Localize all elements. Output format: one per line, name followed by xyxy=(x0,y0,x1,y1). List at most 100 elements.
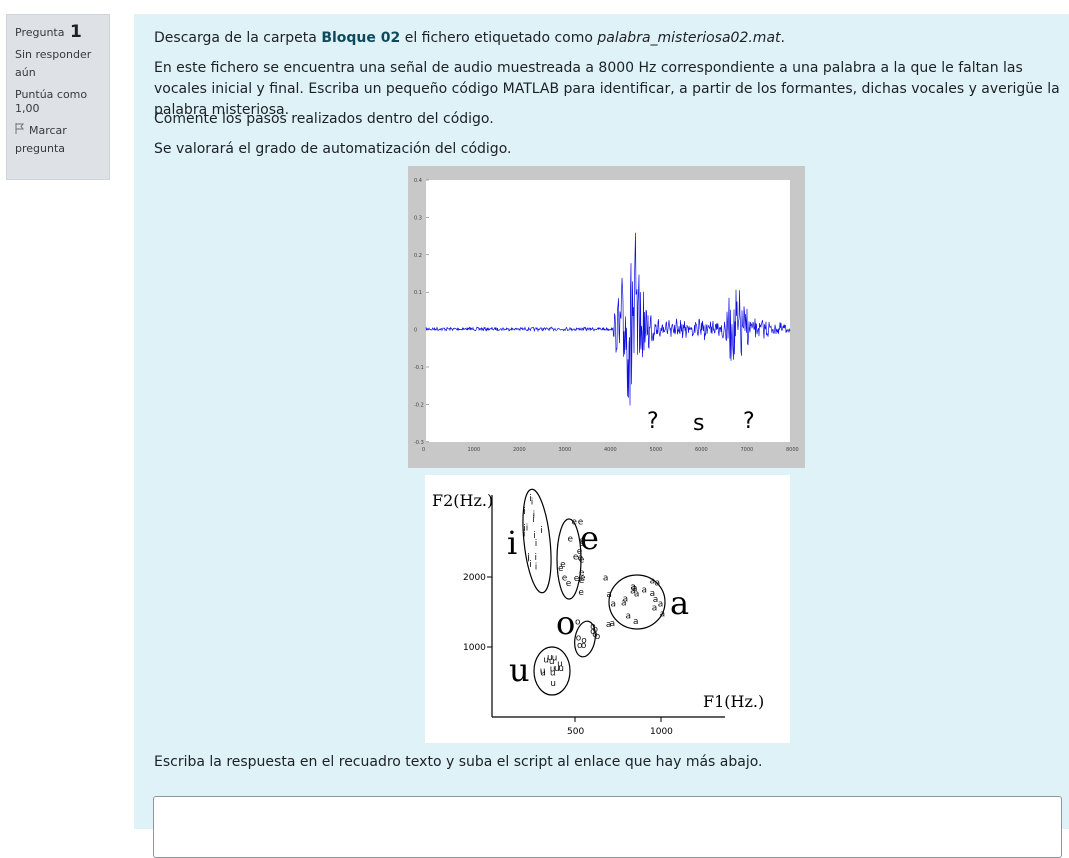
vowel-sample-a: a xyxy=(642,585,648,595)
annotation-last-vowel: ? xyxy=(743,409,755,434)
vowel-sample-o: o xyxy=(590,622,596,632)
paragraph-download: Descarga de la carpeta Bloque 02 el fich… xyxy=(154,28,1064,49)
vowel-sample-o: o xyxy=(593,625,599,635)
text-fragment: . xyxy=(780,30,785,46)
vowel-sample-o: o xyxy=(576,634,582,644)
annotation-first-vowel: ? xyxy=(647,409,659,434)
vowel-sample-a: a xyxy=(650,589,656,599)
x-axis-label: F1(Hz.) xyxy=(703,692,764,711)
vowel-sample-o: o xyxy=(575,618,581,628)
vowel-sample-i: i xyxy=(527,553,530,563)
ellipse-e xyxy=(556,518,582,600)
vowel-label-e: e xyxy=(580,519,599,557)
waveform-figure: 0.4 0.3 0.2 0.1 0 -0.1 -0.2 -0.3 0 1000 2000 3000 4… xyxy=(408,166,805,468)
vowel-sample-a: a xyxy=(603,574,609,584)
vowel-sample-i: i xyxy=(529,560,532,570)
vowel-sample-i: i xyxy=(533,531,536,541)
y-tick-label: -0.3 xyxy=(414,440,424,446)
ellipse-a xyxy=(608,574,666,630)
plot-area xyxy=(426,180,790,442)
vowel-sample-i: i xyxy=(535,539,538,549)
vowel-sample-a: a xyxy=(631,583,637,593)
x-tick-label: 1000 xyxy=(468,447,481,453)
vowel-sample-i: i xyxy=(533,511,536,521)
vowel-sample-e: e xyxy=(579,539,585,549)
formant-figure: F2(Hz.) F1(Hz.) 2000 1000 500 1000 i e a… xyxy=(425,475,790,743)
vowel-sample-a: a xyxy=(633,617,639,627)
vowel-sample-e: e xyxy=(568,534,574,544)
file-name: palabra_misteriosa02.mat xyxy=(597,30,781,46)
vowel-sample-i: i xyxy=(531,498,534,508)
vowel-sample-i: i xyxy=(527,555,530,565)
vowel-sample-a: a xyxy=(610,619,616,629)
vowel-sample-u: u xyxy=(550,679,556,689)
text-fragment: el fichero etiquetado como xyxy=(400,30,598,46)
y-tick-label: 0 xyxy=(414,328,417,334)
vowel-sample-o: o xyxy=(581,636,587,646)
text-fragment: Descarga de la carpeta xyxy=(154,30,322,46)
x-tick-500: 500 xyxy=(567,727,584,737)
vowel-sample-i: i xyxy=(535,553,538,563)
vowel-sample-a: a xyxy=(630,586,636,596)
folder-name: Bloque 02 xyxy=(321,30,401,46)
vowel-sample-a: a xyxy=(658,600,664,610)
vowel-sample-e: e xyxy=(574,574,580,584)
vowel-sample-a: a xyxy=(655,578,661,588)
vowel-sample-o: o xyxy=(595,632,601,642)
vowel-sample-u: u xyxy=(543,656,549,666)
vowel-sample-a: a xyxy=(611,600,617,610)
vowel-sample-u: u xyxy=(554,664,560,674)
vowel-label-u: u xyxy=(509,651,530,689)
vowel-label-a: a xyxy=(670,584,689,622)
vowel-sample-e: e xyxy=(562,574,568,584)
vowel-sample-i: i xyxy=(540,526,543,536)
vowel-sample-e: e xyxy=(579,537,585,547)
vowel-sample-e: e xyxy=(558,564,564,574)
vowel-sample-a: a xyxy=(660,610,666,620)
vowel-sample-i: i xyxy=(535,563,538,573)
ellipse-i xyxy=(522,488,552,594)
vowel-sample-u: u xyxy=(550,668,556,678)
vowel-sample-a: a xyxy=(634,590,640,600)
vowel-sample-e: e xyxy=(566,579,572,589)
vowel-sample-u: u xyxy=(558,664,564,674)
flag-icon xyxy=(15,122,25,140)
y-tick-2000: 2000 xyxy=(463,573,486,583)
y-tick-label: -0.1 xyxy=(414,365,424,371)
vowel-sample-o: o xyxy=(590,627,596,637)
y-tick-label: 0.3 xyxy=(414,215,422,221)
vowel-sample-e: e xyxy=(573,553,579,563)
annotation-s: s xyxy=(693,411,704,436)
vowel-sample-i: i xyxy=(529,494,532,504)
grade-value: 1,00 xyxy=(15,102,40,115)
vowel-label-i: i xyxy=(507,524,517,562)
y-tick-label: 0.4 xyxy=(414,178,422,184)
x-tick-label: 8000 xyxy=(786,447,799,453)
x-tick-label: 6000 xyxy=(695,447,708,453)
vowel-sample-e: e xyxy=(579,569,585,579)
vowel-sample-a: a xyxy=(623,595,629,605)
question-number: Pregunta 1 xyxy=(15,23,101,42)
y-axis-label: F2(Hz.) xyxy=(432,491,493,510)
vowel-sample-a: a xyxy=(606,620,612,630)
vowel-sample-o: o xyxy=(581,641,587,651)
y-tick-1000: 1000 xyxy=(463,643,486,653)
vowel-sample-e: e xyxy=(579,556,585,566)
flag-label: Marcar pregunta xyxy=(15,124,67,155)
vowel-sample-e: e xyxy=(560,560,566,570)
vowel-sample-e: e xyxy=(577,547,583,557)
vowel-sample-i: i xyxy=(532,515,535,525)
vowel-sample-u: u xyxy=(540,667,546,677)
vowel-sample-a: a xyxy=(653,595,659,605)
vowel-sample-o: o xyxy=(577,641,583,651)
vowel-sample-o: o xyxy=(592,630,598,640)
vowel-sample-a: a xyxy=(606,590,612,600)
vowel-sample-u: u xyxy=(549,657,555,667)
vowel-sample-e: e xyxy=(579,576,585,586)
x-tick-label: 3000 xyxy=(559,447,572,453)
vowel-sample-i: i xyxy=(523,524,526,534)
answer-textarea[interactable] xyxy=(153,796,1062,858)
flag-question-link[interactable]: Marcar pregunta xyxy=(15,122,101,158)
vowel-sample-u: u xyxy=(547,653,553,663)
vowel-sample-u: u xyxy=(557,660,563,670)
